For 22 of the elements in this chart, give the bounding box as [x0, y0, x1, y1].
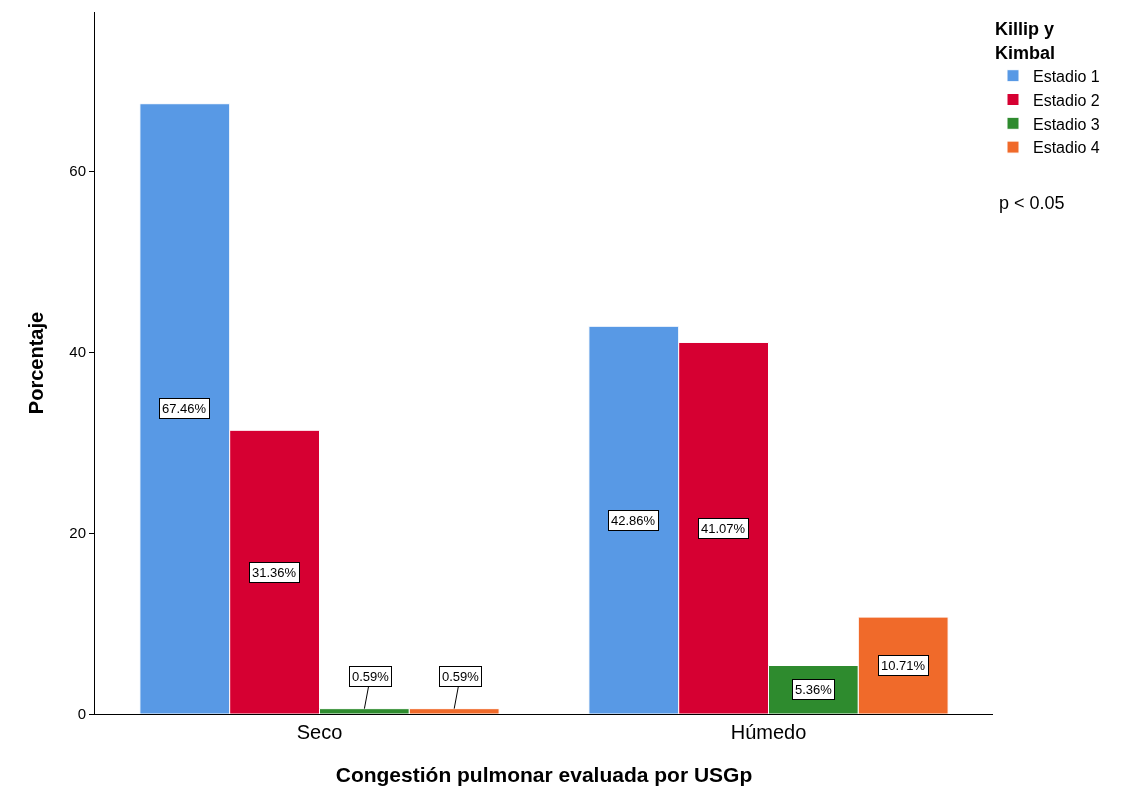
legend-label: Estadio 3 [1033, 115, 1100, 133]
y-tick-label: 0 [77, 705, 86, 723]
x-tick-label: Seco [296, 721, 343, 743]
data-label: 31.36% [252, 565, 297, 580]
data-label: 5.36% [795, 682, 833, 697]
data-label: 0.59% [352, 669, 390, 684]
data-label: 67.46% [162, 401, 207, 416]
text: p < 0.05 [999, 193, 1065, 213]
x-axis-title: Congestión pulmonar evaluada por USGp [335, 763, 753, 787]
x-tick-label: Húmedo [730, 721, 807, 743]
legend-label: Estadio 4 [1033, 139, 1100, 157]
y-axis-title: Porcentaje [24, 311, 47, 415]
legend-title: Killip y Kimbal [995, 19, 1056, 63]
data-label: 42.86% [611, 513, 656, 528]
y-tick-label: 20 [69, 524, 86, 542]
legend-label: Estadio 2 [1033, 91, 1100, 109]
data-label: 41.07% [701, 521, 746, 536]
y-tick-label: 60 [69, 162, 86, 180]
data-label: 0.59% [442, 669, 480, 684]
data-label: 10.71% [881, 658, 926, 673]
y-tick-label: 40 [69, 343, 86, 361]
legend-label: Estadio 1 [1033, 67, 1100, 85]
